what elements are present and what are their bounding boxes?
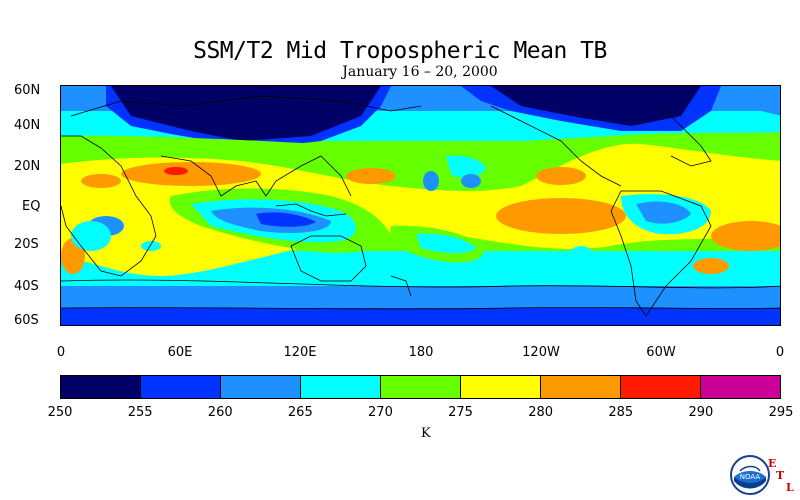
color-scale-segment: [221, 376, 301, 398]
lat-label-60n: 60N: [14, 83, 41, 98]
lon-label-120w: 120W: [522, 345, 560, 360]
lat-label-20s: 20S: [14, 237, 39, 252]
color-scale-segment: [61, 376, 141, 398]
color-scale-tick-label: 290: [688, 405, 714, 420]
color-scale-bar: [60, 375, 781, 399]
color-scale-tick-label: 285: [608, 405, 634, 420]
color-scale-tick-label: 280: [528, 405, 554, 420]
logo-letter-e: E: [768, 457, 777, 470]
color-scale-segment: [301, 376, 381, 398]
color-scale-tick-label: 275: [448, 405, 473, 420]
date-range-subtitle: January 16 – 20, 2000: [342, 64, 498, 80]
logo-letter-l: L: [786, 481, 794, 494]
color-scale-tick-label: 295: [768, 405, 794, 420]
contour-field: [61, 86, 780, 325]
lon-label-60w: 60W: [646, 345, 676, 360]
brightness-temperature-map: [60, 85, 781, 326]
color-scale-segment: [141, 376, 221, 398]
color-scale-tick-label: 265: [287, 405, 313, 420]
lat-label-40s: 40S: [14, 279, 39, 294]
lat-label-20n: 20N: [14, 159, 41, 174]
unit-label: K: [421, 426, 431, 441]
lon-label-0-east: 0: [775, 345, 785, 360]
lat-label-eq: EQ: [22, 199, 41, 214]
noaa-logo-icon: NOAA: [730, 455, 770, 495]
color-scale-tick-label: 255: [127, 405, 153, 420]
color-scale-tick-label: 260: [207, 405, 233, 420]
color-scale-segment: [541, 376, 621, 398]
lat-label-40n: 40N: [14, 118, 41, 133]
lon-label-180: 180: [408, 345, 434, 360]
logo-letter-t: T: [776, 469, 785, 482]
logo-badge-text: NOAA: [740, 473, 761, 481]
color-scale-tick-label: 270: [368, 405, 393, 420]
lon-label-120e: 120E: [283, 345, 317, 360]
color-scale-segment: [461, 376, 541, 398]
lon-label-60e: 60E: [167, 345, 193, 360]
color-scale-segment: [381, 376, 461, 398]
color-scale-segment: [701, 376, 780, 398]
lat-label-60s: 60S: [14, 313, 39, 328]
color-scale-segment: [621, 376, 701, 398]
lon-label-0: 0: [56, 345, 66, 360]
color-scale-tick-label: 250: [47, 405, 73, 420]
chart-title: SSM/T2 Mid Tropospheric Mean TB: [193, 38, 607, 64]
